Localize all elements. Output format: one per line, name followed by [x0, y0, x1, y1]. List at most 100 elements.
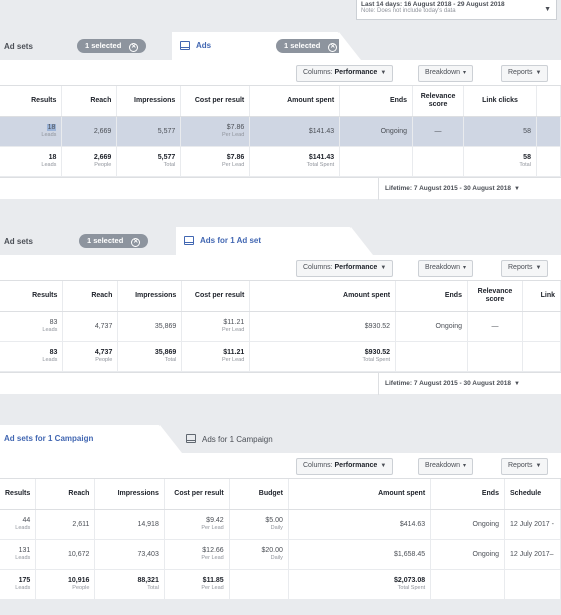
- impressions-value: 5,577: [157, 127, 176, 135]
- relevance-cell: —: [412, 116, 465, 147]
- table-row[interactable]: 83 Leads 4,737 35,869 $11.21 Per Lead $930…: [0, 311, 561, 342]
- results-value: 18: [48, 154, 57, 161]
- column-header[interactable]: Results: [0, 86, 63, 117]
- cpr-sub: Per Lead: [201, 585, 224, 591]
- results-value: 83: [49, 319, 58, 326]
- impressions-sub: Total: [164, 357, 177, 363]
- spent-value: $414.63: [399, 520, 426, 528]
- column-header[interactable]: Impressions: [117, 281, 183, 312]
- column-header[interactable]: Ends: [430, 479, 505, 510]
- breakdown-label: Breakdown: [425, 69, 461, 76]
- lifetime-dropdown[interactable]: Lifetime: 7 August 2015 - 30 August 2018…: [378, 177, 561, 200]
- breakdown-dropdown[interactable]: Breakdown ▾: [418, 65, 474, 82]
- results-sub: Leads: [15, 525, 31, 531]
- reports-dropdown[interactable]: Reports ▼: [501, 458, 549, 475]
- clicks-sub: Total: [519, 162, 531, 168]
- column-header[interactable]: Results: [0, 479, 37, 510]
- chevron-down-icon: ▼: [380, 70, 387, 76]
- spent-sub: Total Spent: [306, 162, 335, 168]
- cpr-sub: Per Lead: [201, 555, 224, 561]
- adsets-panel: Columns: Performance ▼ Breakdown ▾ Reports…: [0, 453, 561, 600]
- clear-icon[interactable]: ✕: [129, 43, 139, 52]
- ads-panel: Columns: Performance ▼ Breakdown ▾ Reports…: [0, 60, 561, 200]
- table-row[interactable]: 44 Leads 2,611 14,918 $9.42 Per Lead $5.00…: [0, 509, 561, 540]
- column-header[interactable]: Link clicks: [463, 86, 537, 117]
- spent-sub: Total Spent: [362, 357, 391, 363]
- reach-sub: People: [72, 585, 90, 591]
- column-header[interactable]: Cost per result: [164, 479, 230, 510]
- columns-dropdown[interactable]: Columns: Performance ▼: [296, 458, 394, 475]
- table-row[interactable]: 131 Leads 10,672 73,403 $12.66 Per Lead $2…: [0, 539, 561, 570]
- impressions-sub: Total: [163, 162, 176, 168]
- reports-dropdown[interactable]: Reports ▼: [501, 65, 549, 82]
- results-value: 131: [18, 547, 31, 554]
- chevron-down-icon: ▼: [513, 185, 520, 192]
- tab-ads-label: Ads for 1 Campaign: [202, 435, 273, 444]
- clear-icon[interactable]: ✕: [328, 43, 338, 52]
- reports-dropdown[interactable]: Reports ▼: [501, 260, 549, 277]
- relevance-value: —: [434, 127, 442, 135]
- column-header[interactable]: Impressions: [116, 86, 182, 117]
- breakdown-dropdown[interactable]: Breakdown ▾: [418, 260, 474, 277]
- chevron-down-icon: ▼: [513, 380, 520, 387]
- spent-value: $141.43: [308, 154, 335, 161]
- tab-bar: Ad sets 1 selected ✕ Ads 1 selected ✕: [0, 32, 561, 60]
- column-header[interactable]: Link: [522, 281, 561, 312]
- reach-value: 2,669: [93, 127, 112, 135]
- tab-ads-for-adset[interactable]: Ads for 1 Ad set: [176, 227, 351, 255]
- table-header-row: Results Reach Impressions Cost per resul…: [0, 479, 561, 510]
- chevron-down-icon: ▼: [535, 265, 542, 271]
- spent-value: $1,658.45: [394, 550, 426, 558]
- spent-value: $2,073.08: [394, 577, 426, 584]
- column-header[interactable]: Cost per result: [181, 281, 251, 312]
- cpr-sub: Per Lead: [221, 357, 245, 363]
- date-range-picker[interactable]: Last 14 days: 16 August 2018 - 29 August…: [356, 0, 557, 20]
- tab-adsets[interactable]: Ad sets 1 selected ✕: [0, 227, 172, 255]
- column-header[interactable]: Amount spent: [249, 281, 397, 312]
- ads-icon: [180, 41, 190, 50]
- chevron-down-icon: ▼: [535, 463, 542, 469]
- breakdown-dropdown[interactable]: Breakdown ▾: [418, 458, 474, 475]
- tab-adsets[interactable]: Ad sets 1 selected ✕: [0, 32, 170, 60]
- impressions-value: 88,321: [137, 577, 159, 584]
- column-header[interactable]: Amount spent: [249, 86, 341, 117]
- tab-ads-for-campaign[interactable]: Ads for 1 Campaign: [182, 425, 357, 453]
- columns-dropdown[interactable]: Columns: Performance ▼: [296, 260, 394, 277]
- results-value: 18: [46, 124, 57, 131]
- column-header[interactable]: Budget: [229, 479, 289, 510]
- chevron-down-icon: ▼: [535, 70, 542, 76]
- selected-pill[interactable]: 1 selected ✕: [79, 234, 149, 248]
- clear-icon[interactable]: ✕: [131, 238, 141, 247]
- toolbar: Columns: Performance ▼ Breakdown ▾ Reports…: [0, 453, 561, 479]
- column-header[interactable]: Ends: [339, 86, 414, 117]
- cpr-value: $11.85: [202, 577, 224, 584]
- column-header[interactable]: Reach: [62, 281, 119, 312]
- breakdown-label: Breakdown: [425, 264, 461, 271]
- table-row[interactable]: 18 Leads 2,669 5,577 $7.86 Per Lead $141.4…: [0, 116, 561, 147]
- selected-pill-label: 1 selected: [87, 236, 124, 245]
- selected-pill[interactable]: 1 selected ✕: [276, 39, 346, 53]
- tab-adsets-for-campaign[interactable]: Ad sets for 1 Campaign: [0, 425, 160, 453]
- column-header[interactable]: Relevance score: [412, 86, 465, 117]
- column-header[interactable]: Cost per result: [180, 86, 251, 117]
- results-value: 83: [49, 349, 58, 356]
- selected-pill[interactable]: 1 selected ✕: [77, 39, 147, 53]
- tab-ads[interactable]: Ads 1 selected ✕: [172, 32, 346, 60]
- column-header[interactable]: Reach: [61, 86, 118, 117]
- tab-adsets-label: Ad sets: [4, 237, 33, 246]
- column-header[interactable]: Amount spent: [288, 479, 432, 510]
- ads-table: Results Reach Impressions Cost per resul…: [0, 86, 561, 177]
- ads-panel: Columns: Performance ▼ Breakdown ▾ Reports…: [0, 255, 561, 395]
- lifetime-dropdown[interactable]: Lifetime: 7 August 2015 - 30 August 2018…: [378, 372, 561, 395]
- column-header[interactable]: Results: [0, 281, 64, 312]
- reports-label: Reports: [508, 264, 533, 271]
- columns-dropdown[interactable]: Columns: Performance ▼: [296, 65, 394, 82]
- tab-adsets-label: Ad sets: [4, 42, 33, 51]
- cpr-value: $11.21: [223, 319, 245, 326]
- column-header[interactable]: Ends: [395, 281, 468, 312]
- column-header[interactable]: Relevance score: [467, 281, 523, 312]
- column-header[interactable]: Schedule: [504, 479, 561, 510]
- impressions-value: 73,403: [137, 550, 159, 558]
- column-header[interactable]: Impressions: [94, 479, 165, 510]
- column-header[interactable]: Reach: [35, 479, 96, 510]
